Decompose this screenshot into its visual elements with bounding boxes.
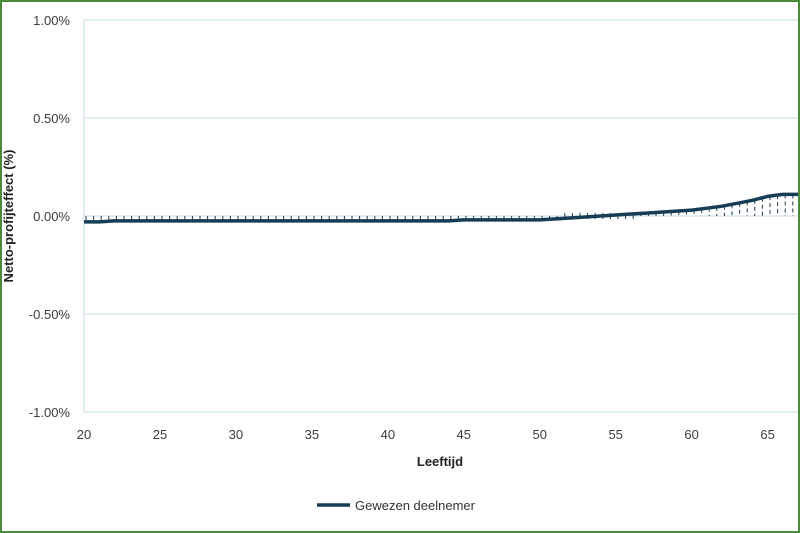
x-tick-label: 45 — [457, 427, 471, 442]
y-tick-label: -1.00% — [29, 405, 71, 420]
y-tick-label: 1.00% — [33, 13, 70, 28]
y-tick-label: 0.50% — [33, 111, 70, 126]
x-tick-label: 35 — [305, 427, 319, 442]
x-tick-label: 25 — [153, 427, 167, 442]
y-tick-label: -0.50% — [29, 307, 71, 322]
x-tick-label: 30 — [229, 427, 243, 442]
hatched-area — [85, 194, 794, 222]
gridlines — [84, 19, 798, 413]
x-tick-label: 65 — [760, 427, 774, 442]
x-axis-title: Leeftijd — [417, 454, 463, 469]
x-tick-label: 20 — [77, 427, 91, 442]
series-line — [84, 192, 798, 224]
x-tick-labels: 20 25 30 35 40 45 50 55 60 65 — [77, 427, 775, 442]
x-tick-label: 55 — [608, 427, 622, 442]
x-tick-label: 60 — [684, 427, 698, 442]
y-tick-labels: 1.00% 0.50% 0.00% -0.50% -1.00% — [29, 13, 71, 420]
y-tick-label: 0.00% — [33, 209, 70, 224]
x-tick-label: 50 — [533, 427, 547, 442]
legend-label: Gewezen deelnemer — [355, 498, 476, 513]
x-tick-label: 40 — [381, 427, 395, 442]
y-axis-title: Netto-profijteffect (%) — [1, 150, 16, 283]
